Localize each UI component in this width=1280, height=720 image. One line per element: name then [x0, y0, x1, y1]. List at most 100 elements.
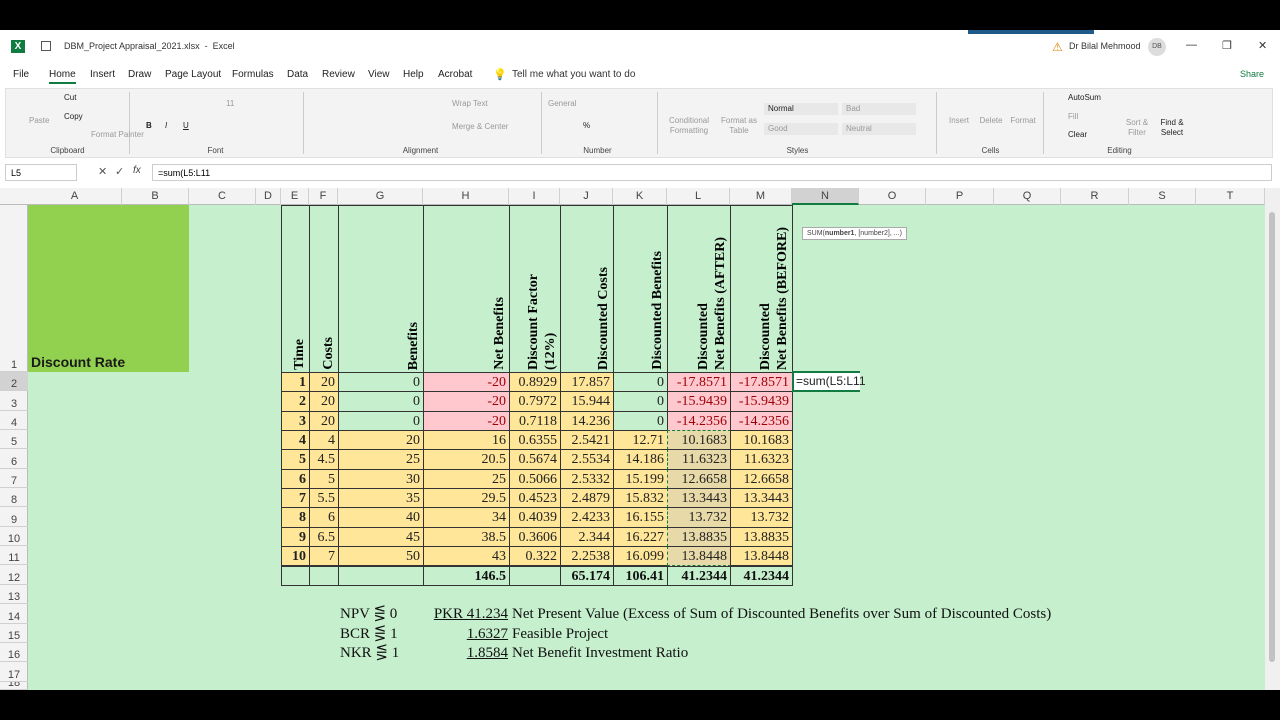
ribbon-button[interactable]: U: [183, 121, 189, 130]
table-cell: 0.4523: [509, 488, 561, 509]
ribbon-button[interactable]: Format Painter: [91, 130, 144, 139]
row-header[interactable]: 8: [0, 488, 28, 508]
table-cell: 16.227: [613, 526, 668, 548]
row-header[interactable]: 6: [0, 449, 28, 469]
ribbon-button[interactable]: Format: [1010, 116, 1036, 125]
row-header[interactable]: 15: [0, 624, 28, 643]
row-header[interactable]: 12: [0, 566, 28, 585]
active-cell[interactable]: =sum(L5:L11: [792, 371, 866, 392]
column-header[interactable]: F: [309, 188, 338, 205]
row-header[interactable]: 1: [0, 205, 28, 372]
row-header[interactable]: 16: [0, 643, 28, 663]
ribbon-tab[interactable]: Insert: [90, 69, 116, 80]
ribbon-tab[interactable]: Formulas: [232, 69, 274, 80]
column-header[interactable]: H: [423, 188, 509, 205]
table-cell: 12.6658: [730, 468, 793, 490]
table-cell: 0.8929: [509, 372, 561, 393]
ribbon-button[interactable]: Bad: [842, 103, 916, 115]
row-header[interactable]: 2: [0, 372, 28, 392]
ribbon-button[interactable]: Neutral: [842, 123, 916, 135]
ribbon-button[interactable]: Delete: [979, 116, 1003, 125]
name-box[interactable]: L5: [5, 164, 77, 181]
column-header[interactable]: S: [1129, 188, 1196, 205]
row-header[interactable]: 14: [0, 604, 28, 624]
ribbon-tab[interactable]: Draw: [128, 69, 152, 80]
row-header[interactable]: 3: [0, 391, 28, 411]
row-header[interactable]: 7: [0, 469, 28, 489]
ribbon-button[interactable]: Wrap Text: [452, 99, 488, 108]
ribbon-button[interactable]: AutoSum: [1068, 93, 1101, 102]
column-header[interactable]: B: [122, 188, 189, 205]
fx-icon[interactable]: fx: [133, 165, 141, 176]
row-header[interactable]: 10: [0, 527, 28, 547]
window-button[interactable]: —: [1186, 39, 1197, 51]
ribbon-button[interactable]: Insert: [948, 116, 970, 125]
row-header[interactable]: 13: [0, 585, 28, 605]
search-box[interactable]: Tell me what you want to do: [512, 69, 636, 80]
ribbon-button[interactable]: 11: [226, 99, 235, 108]
column-header[interactable]: O: [859, 188, 926, 205]
column-header[interactable]: N: [792, 188, 859, 205]
enter-icon[interactable]: ✓: [115, 166, 125, 178]
column-header[interactable]: C: [189, 188, 256, 205]
row-header[interactable]: 11: [0, 546, 28, 566]
table-cell: 15.832: [613, 488, 668, 509]
column-header[interactable]: T: [1196, 188, 1265, 205]
ribbon-button[interactable]: Format as Table: [720, 116, 758, 135]
ribbon-button[interactable]: Find & Select: [1160, 118, 1184, 137]
table-cell: 0: [338, 410, 424, 432]
ribbon-button[interactable]: Cut: [64, 93, 77, 102]
cancel-icon[interactable]: ✕: [98, 166, 108, 178]
ribbon-button[interactable]: %: [583, 121, 591, 130]
ribbon-button[interactable]: Merge & Center: [452, 122, 509, 131]
column-header[interactable]: A: [28, 188, 122, 205]
ribbon-button[interactable]: Sort & Filter: [1125, 118, 1149, 137]
header-text: Discount Factor (12%): [526, 273, 558, 370]
column-header[interactable]: K: [613, 188, 667, 205]
ribbon-tab[interactable]: Data: [287, 69, 309, 80]
column-header[interactable]: E: [281, 188, 309, 205]
row-header[interactable]: 5: [0, 430, 28, 450]
save-icon[interactable]: [41, 41, 51, 51]
ribbon-button[interactable]: B: [146, 121, 152, 130]
ribbon-tab[interactable]: Help: [403, 69, 424, 80]
column-header[interactable]: Q: [994, 188, 1061, 205]
column-header[interactable]: J: [560, 188, 613, 205]
scroll-thumb[interactable]: [1269, 212, 1275, 662]
column-header[interactable]: P: [926, 188, 994, 205]
ribbon-button[interactable]: General: [548, 99, 577, 108]
ribbon-tab[interactable]: Home: [49, 69, 76, 84]
ribbon-tab[interactable]: Page Layout: [165, 69, 222, 80]
ribbon-tab[interactable]: File: [13, 69, 30, 80]
row-header[interactable]: 18: [0, 682, 28, 690]
column-header[interactable]: R: [1061, 188, 1129, 205]
row-header[interactable]: 17: [0, 662, 28, 682]
share-button[interactable]: Share: [1240, 69, 1265, 79]
table-cell: 3: [281, 410, 310, 432]
user-name: Dr Bilal Mehmood: [1069, 41, 1141, 51]
ribbon-button[interactable]: I: [165, 121, 168, 130]
column-header[interactable]: D: [256, 188, 281, 205]
row-header[interactable]: 9: [0, 507, 28, 527]
app-icon[interactable]: X: [11, 40, 25, 53]
ribbon-button[interactable]: Normal: [764, 103, 838, 115]
ribbon-tab[interactable]: Acrobat: [438, 69, 473, 80]
ribbon-button[interactable]: Fill: [1068, 112, 1079, 121]
window-button[interactable]: ✕: [1258, 40, 1268, 52]
table-cell: 34: [423, 507, 510, 528]
column-header[interactable]: I: [509, 188, 560, 205]
avatar[interactable]: DB: [1148, 38, 1166, 56]
column-header[interactable]: M: [730, 188, 792, 205]
column-header[interactable]: L: [667, 188, 730, 205]
window-button[interactable]: ❐: [1222, 40, 1232, 52]
ribbon-button[interactable]: Clear: [1068, 130, 1088, 139]
row-header[interactable]: 4: [0, 411, 28, 431]
column-header[interactable]: G: [338, 188, 423, 205]
ribbon-button[interactable]: Conditional Formatting: [668, 116, 710, 135]
ribbon-button[interactable]: Good: [764, 123, 838, 135]
ribbon-tab[interactable]: Review: [322, 69, 355, 80]
ribbon-tab[interactable]: View: [368, 69, 390, 80]
formula-input[interactable]: =sum(L5:L11: [152, 164, 1272, 181]
ribbon-button[interactable]: Copy: [64, 112, 83, 121]
ribbon-button[interactable]: Paste: [29, 116, 50, 125]
